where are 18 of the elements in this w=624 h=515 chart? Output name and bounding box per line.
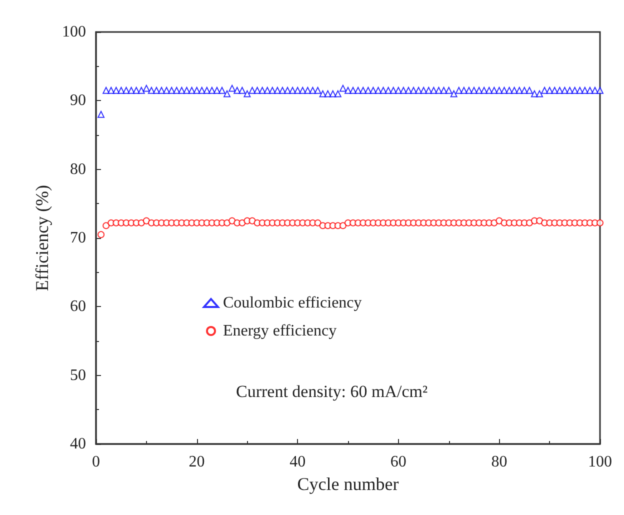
y-tick-label: 60 xyxy=(70,298,86,316)
legend-label: Coulombic efficiency xyxy=(223,294,362,312)
y-tick-label: 50 xyxy=(70,366,86,384)
x-axis-title: Cycle number xyxy=(297,474,399,494)
x-tick-label: 20 xyxy=(188,454,205,470)
y-tick-label: 80 xyxy=(70,160,86,178)
x-tick-label: 60 xyxy=(390,454,406,470)
legend-label: Energy efficiency xyxy=(223,322,337,340)
x-tick-label: 40 xyxy=(290,454,306,470)
y-axis-title: Efficiency (%) xyxy=(32,184,52,292)
y-tick-label: 90 xyxy=(70,92,86,110)
y-tick-label: 100 xyxy=(62,24,86,40)
annotation: Current density: 60 mA/cm² xyxy=(236,382,428,401)
x-tick-label: 0 xyxy=(92,454,100,470)
x-tick-label: 80 xyxy=(491,454,508,470)
y-tick-label: 70 xyxy=(70,230,86,246)
x-tick-label: 100 xyxy=(588,454,612,470)
y-tick-label: 40 xyxy=(70,436,86,452)
